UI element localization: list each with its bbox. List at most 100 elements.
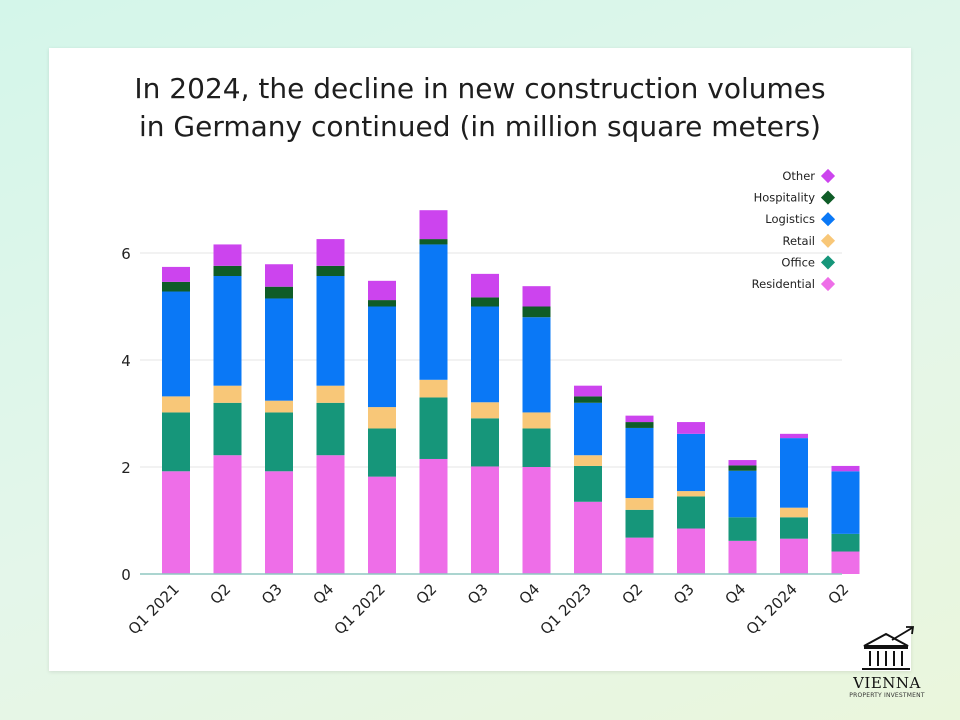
bar-segment-logistics [265,298,293,401]
bar-segment-residential [780,538,808,574]
legend-label: Hospitality [754,191,816,205]
legend-label: Retail [783,234,816,248]
bar-segment-office [265,412,293,472]
bar-segment-logistics [728,470,757,518]
chart-title-line-1: In 2024, the decline in new construction… [134,72,826,105]
bar-segment-residential [574,501,602,574]
bar-segment-retail [419,379,448,398]
bar-segment-other [625,415,654,423]
bar-segment-hospitality [728,465,757,471]
x-tick-label: Q1 2023 [537,580,595,638]
bar-segment-other [316,239,345,266]
bar-segment-other [728,460,757,466]
bar-segment-logistics [419,244,448,380]
y-tick-label: 2 [121,459,131,477]
bar-segment-retail [780,507,808,518]
bar-segment-residential [625,537,654,574]
bar-segment-residential [213,455,242,574]
legend-marker [820,276,836,292]
bar-segment-residential [162,471,190,574]
bar-segment-hospitality [316,265,345,277]
bar-segment-retail [625,498,654,510]
y-tick-label: 4 [121,352,131,370]
bars [162,210,860,574]
x-tick-label: Q4 [309,580,337,608]
bar-segment-office [213,402,242,456]
bar-segment-retail [677,491,705,497]
vienna-logo-icon [862,626,915,670]
bar-segment-other [213,244,242,266]
bar-segment-residential [316,455,345,574]
y-tick-label: 6 [121,245,131,263]
x-tick-label: Q1 2024 [743,580,801,638]
bar-segment-office [522,428,551,467]
bar-segment-retail [368,407,396,429]
bar-segment-office [728,517,757,541]
bar-segment-other [265,264,293,287]
chart-title: In 2024, the decline in new construction… [0,70,960,146]
logo-wordmark: VIENNA [853,674,921,692]
x-tick-label: Q1 2022 [331,580,389,638]
legend-marker [820,255,836,270]
legend-marker [820,168,836,184]
bar-segment-other [831,465,860,472]
bar-segment-hospitality [265,286,293,299]
x-tick-label: Q2 [618,580,646,608]
bar-segment-other [419,210,448,240]
bar-segment-residential [522,467,551,574]
legend: Other Hospitality Logistics Retail Office Res… [752,168,836,292]
bar-segment-residential [419,458,448,574]
x-tick-label: Q1 2021 [125,580,183,638]
x-tick-label: Q3 [258,580,286,608]
x-tick-label: Q4 [515,580,543,608]
x-tick-label: Q2 [824,580,852,608]
bar-segment-logistics [368,306,396,408]
bar-segment-other [780,433,808,439]
bar-segment-retail [316,385,345,403]
bar-segment-other [677,422,705,434]
bar-segment-logistics [677,433,705,492]
bar-segment-other [522,286,551,307]
bar-segment-office [780,517,808,539]
bar-segment-office [677,496,705,529]
bar-segment-logistics [162,291,190,397]
bar-segment-logistics [831,471,860,534]
legend-label: Other [782,169,815,183]
legend-marker [820,212,836,227]
y-tick-label: 0 [121,566,131,584]
bar-segment-office [831,533,860,552]
x-tick-label: Q3 [464,580,492,608]
bar-segment-logistics [780,438,808,508]
legend-label: Logistics [765,212,815,226]
legend-marker [820,190,836,205]
logo-tagline: PROPERTY INVESTMENT [849,692,925,699]
bar-segment-office [419,397,448,459]
bar-segment-office [471,418,499,467]
bar-segment-logistics [213,276,242,386]
bar-segment-hospitality [419,239,448,245]
bar-segment-office [625,509,654,538]
x-tick-label: Q4 [721,580,749,608]
bar-segment-retail [162,396,190,413]
x-tick-label: Q3 [670,580,698,608]
bar-segment-hospitality [213,265,242,277]
x-tick-label: Q2 [206,580,234,608]
bar-segment-other [368,280,396,301]
bar-segment-logistics [316,276,345,386]
bar-segment-office [574,465,602,502]
bar-segment-retail [522,412,551,429]
bar-segment-logistics [522,317,551,413]
bar-segment-retail [574,455,602,466]
legend-marker [820,233,836,248]
legend-label: Office [781,255,815,269]
bar-segment-residential [677,528,705,574]
legend-label: Residential [752,277,815,291]
bar-segment-hospitality [368,300,396,307]
bar-segment-residential [265,471,293,574]
x-tick-label: Q2 [412,580,440,608]
bar-segment-other [471,273,499,298]
bar-segment-hospitality [471,297,499,307]
bar-segment-logistics [471,306,499,403]
chart-title-line-2: in Germany continued (in million square … [139,110,821,143]
